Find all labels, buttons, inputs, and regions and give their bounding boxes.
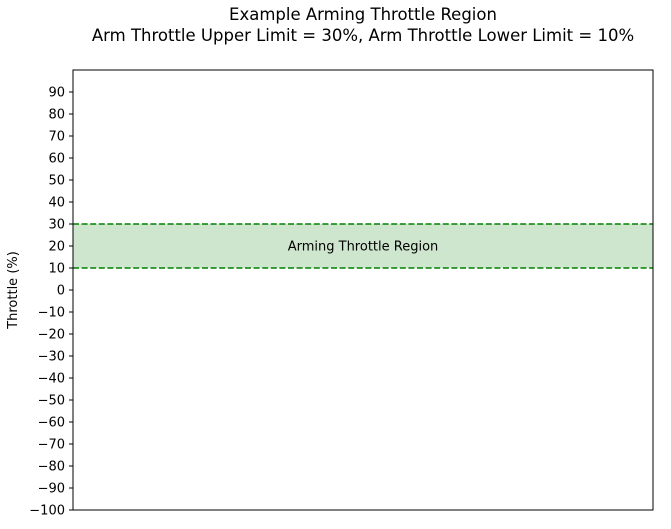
chart-subtitle: Arm Throttle Upper Limit = 30%, Arm Thro… — [91, 26, 635, 45]
y-tick-label: 70 — [48, 130, 65, 145]
plot-area: Arming Throttle Region−100−90−80−70−60−5… — [29, 69, 654, 519]
y-tick-label: 50 — [48, 174, 65, 189]
y-tick-label: −30 — [38, 350, 65, 365]
y-tick-label: 40 — [48, 196, 65, 211]
plot-frame — [72, 69, 654, 511]
y-tick-label: −70 — [38, 438, 65, 453]
y-tick-label: −20 — [38, 328, 65, 343]
y-tick-label: −60 — [38, 416, 65, 431]
region-label: Arming Throttle Region — [288, 240, 439, 255]
y-tick-label: 80 — [48, 108, 65, 123]
y-tick-label: 90 — [48, 86, 65, 101]
y-axis-label: Throttle (%) — [6, 251, 21, 330]
y-tick-label: 20 — [48, 240, 65, 255]
y-tick-label: −80 — [38, 460, 65, 475]
arming-region-fill — [73, 224, 653, 268]
y-tick-label: 60 — [48, 152, 65, 167]
y-tick-label: −10 — [38, 306, 65, 321]
chart-title-block: Example Arming Throttle Region Arm Throt… — [0, 4, 671, 46]
y-tick-label: −100 — [29, 504, 65, 519]
y-tick-label: −90 — [38, 482, 65, 497]
y-tick-label: 0 — [57, 284, 65, 299]
y-tick-label: −40 — [38, 372, 65, 387]
y-tick-label: −50 — [38, 394, 65, 409]
y-tick-label: 30 — [48, 218, 65, 233]
y-tick-label: 10 — [48, 262, 65, 277]
chart-title: Example Arming Throttle Region — [229, 5, 497, 24]
